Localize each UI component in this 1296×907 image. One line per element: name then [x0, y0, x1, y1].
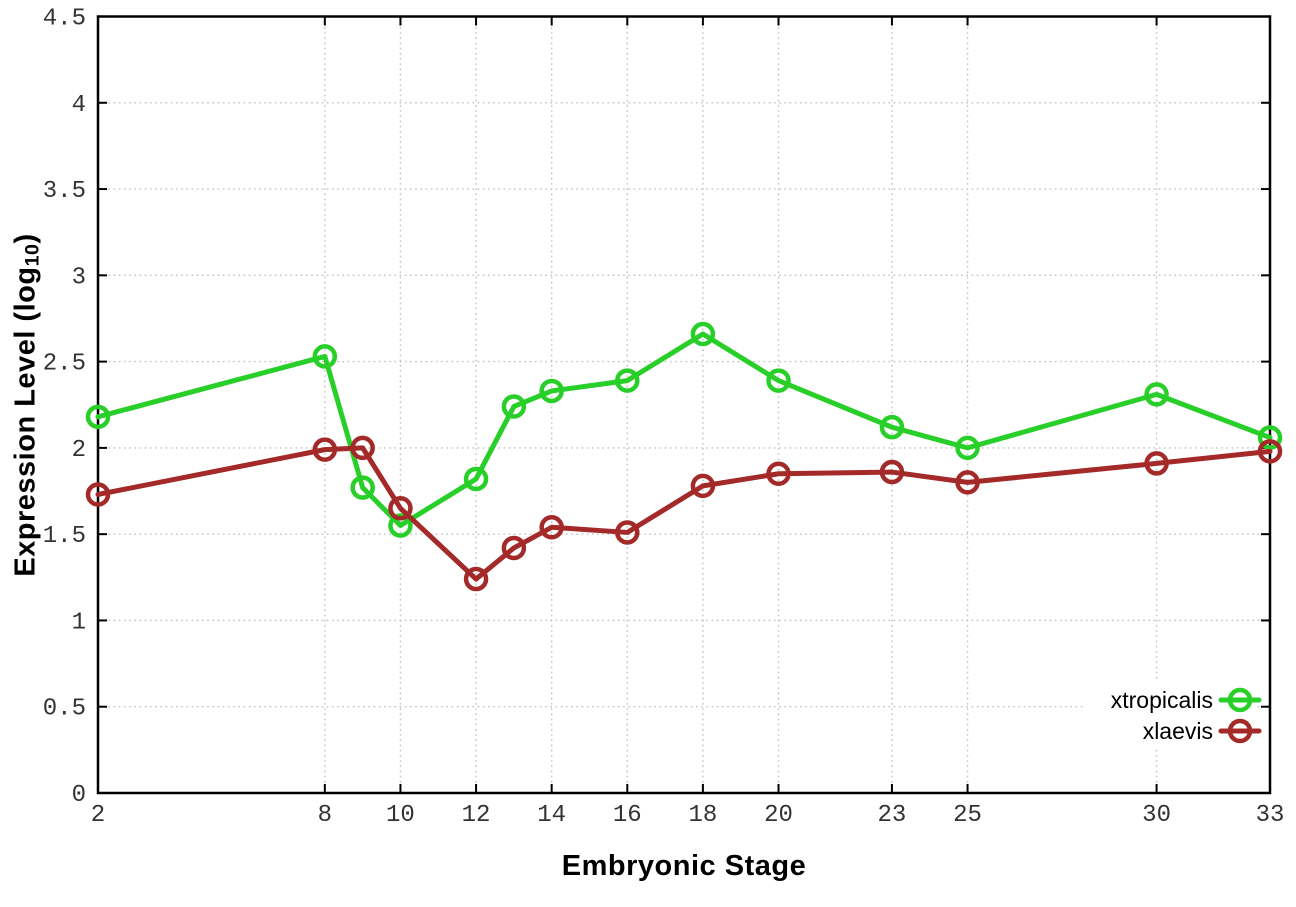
data-point-marker-xlaevis: [312, 437, 338, 462]
y-tick-label: 1: [72, 609, 86, 636]
data-point-marker-xtropicalis: [615, 368, 640, 393]
legend-entry-label: xtropicalis: [1111, 687, 1213, 713]
legend-marker-xtropicalis: [1227, 687, 1253, 713]
x-axis-title: Embryonic Stage: [561, 850, 807, 882]
x-tick-label: 2: [91, 802, 105, 829]
legend-background: [1083, 681, 1257, 749]
x-tick-label: 20: [764, 802, 793, 829]
data-point-marker-xtropicalis: [463, 466, 489, 492]
data-point-marker-xtropicalis: [1144, 382, 1169, 407]
data-point-marker-xtropicalis: [312, 344, 338, 369]
data-point-marker-xlaevis: [85, 482, 111, 507]
x-tick-label: 16: [613, 802, 642, 829]
data-point-marker-xlaevis: [1144, 451, 1169, 476]
data-point-marker-xtropicalis: [955, 435, 980, 461]
data-point-marker-xlaevis: [539, 515, 564, 540]
data-point-marker-xlaevis: [463, 566, 489, 592]
data-point-marker-xtropicalis: [350, 475, 375, 500]
data-point-marker-xtropicalis: [85, 404, 111, 430]
y-tick-label: 2.5: [43, 351, 86, 378]
y-axis-title-suffix: ): [9, 233, 42, 244]
y-tick-label: 2: [72, 437, 86, 464]
y-axis-title-text: Expression Level (log: [9, 266, 42, 577]
x-tick-label: 10: [386, 802, 415, 829]
data-point-marker-xlaevis: [955, 470, 980, 495]
data-point-marker-xtropicalis: [879, 414, 905, 440]
data-point-marker-xlaevis: [501, 535, 527, 561]
data-point-marker-xlaevis: [350, 435, 375, 461]
x-tick-label: 8: [318, 802, 332, 829]
y-tick-label: 0.5: [43, 696, 86, 723]
data-point-marker-xlaevis: [1257, 439, 1283, 464]
data-point-marker-xlaevis: [690, 473, 716, 499]
y-axis-title: Expression Level (log10): [9, 233, 44, 577]
x-tick-label: 23: [878, 802, 907, 829]
x-tick-label: 30: [1142, 802, 1171, 829]
y-tick-label: 0: [72, 782, 86, 809]
y-tick-label: 3.5: [43, 178, 86, 205]
data-point-marker-xtropicalis: [388, 513, 413, 538]
legend-entry-label: xlaevis: [1143, 718, 1213, 744]
data-point-marker-xtropicalis: [539, 378, 564, 404]
data-point-marker-xlaevis: [388, 496, 413, 521]
series-line-xlaevis: [95, 445, 1273, 582]
data-point-marker-xtropicalis: [1257, 425, 1283, 450]
data-point-marker-xtropicalis: [690, 321, 716, 347]
x-tick-label: 14: [537, 802, 566, 829]
data-point-marker-xtropicalis: [501, 394, 527, 419]
x-tick-label: 12: [462, 802, 491, 829]
y-tick-label: 3: [72, 264, 86, 291]
y-tick-label: 4.5: [43, 6, 86, 33]
data-point-marker-xlaevis: [879, 459, 905, 485]
legend-marker-xlaevis: [1227, 718, 1253, 744]
y-axis-title-subscript: 10: [21, 243, 44, 267]
y-tick-label: 4: [72, 92, 86, 119]
x-tick-label: 25: [953, 802, 982, 829]
data-point-marker-xtropicalis: [766, 368, 791, 393]
data-point-marker-xlaevis: [766, 461, 791, 487]
y-tick-label: 1.5: [43, 523, 86, 550]
data-point-marker-xlaevis: [615, 520, 640, 545]
plot-border: [96, 15, 1272, 795]
x-tick-label: 18: [688, 802, 717, 829]
x-tick-label: 33: [1256, 802, 1285, 829]
